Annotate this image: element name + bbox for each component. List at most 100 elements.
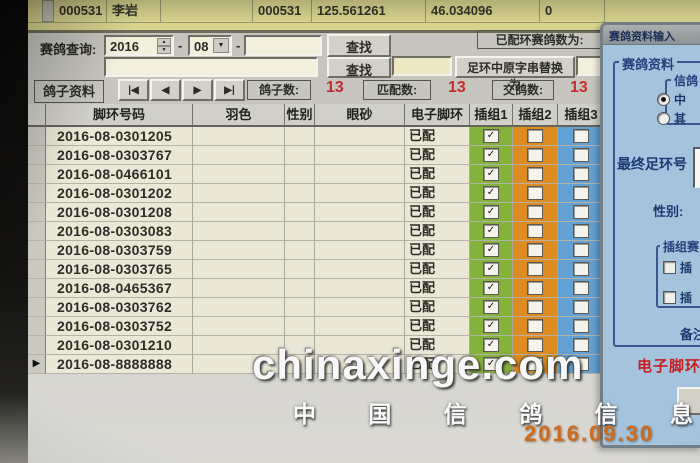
nav-last-button[interactable]: ▶|: [214, 79, 245, 101]
checkbox-empty-icon[interactable]: [573, 186, 589, 200]
group-checkbox-cell[interactable]: ✓: [470, 260, 513, 279]
checkbox-checked-icon[interactable]: ✓: [483, 319, 499, 333]
group-checkbox-cell[interactable]: [513, 184, 558, 203]
nav-first-button[interactable]: |◀: [118, 79, 149, 101]
checkbox-checked-icon[interactable]: ✓: [483, 243, 499, 257]
month-dropdown[interactable]: 08 ▼: [188, 35, 232, 56]
group-checkbox-cell[interactable]: [513, 222, 558, 241]
checkbox-checked-icon[interactable]: ✓: [483, 148, 499, 162]
checkbox-empty-icon[interactable]: [573, 281, 589, 295]
group-checkbox-cell[interactable]: [513, 203, 558, 222]
checkbox-empty-icon[interactable]: [527, 205, 543, 219]
checkbox-checked-icon[interactable]: ✓: [483, 357, 499, 371]
group-checkbox-cell[interactable]: [558, 222, 605, 241]
checkbox-empty-icon[interactable]: [573, 148, 589, 162]
nav-next-button[interactable]: ▶: [182, 79, 213, 101]
checkbox-empty-icon[interactable]: [527, 338, 543, 352]
group-checkbox-cell[interactable]: [513, 317, 558, 336]
find-button-2[interactable]: 查找: [327, 57, 391, 78]
checkbox-checked-icon[interactable]: ✓: [483, 205, 499, 219]
table-row[interactable]: 2016-08-0303752 已配 ✓: [28, 317, 605, 336]
group-checkbox-cell[interactable]: [558, 279, 605, 298]
group-checkbox-cell[interactable]: ✓: [470, 165, 513, 184]
group-checkbox-cell[interactable]: [558, 184, 605, 203]
group-checkbox-cell[interactable]: ✓: [470, 241, 513, 260]
checkbox-empty-icon[interactable]: [527, 281, 543, 295]
group-checkbox-cell[interactable]: [513, 279, 558, 298]
insert-checkbox-1[interactable]: 插: [663, 259, 692, 276]
table-row[interactable]: 2016-08-0301202 已配 ✓: [28, 184, 605, 203]
checkbox-checked-icon[interactable]: ✓: [483, 300, 499, 314]
replace-from-input[interactable]: [392, 56, 452, 76]
checkbox-checked-icon[interactable]: ✓: [483, 338, 499, 352]
group-checkbox-cell[interactable]: ✓: [470, 317, 513, 336]
table-row[interactable]: 2016-08-0303765 已配 ✓: [28, 260, 605, 279]
checkbox-empty-icon[interactable]: [573, 167, 589, 181]
group-checkbox-cell[interactable]: ✓: [470, 279, 513, 298]
checkbox-checked-icon[interactable]: ✓: [483, 129, 499, 143]
group-checkbox-cell[interactable]: [558, 355, 605, 374]
table-row[interactable]: 2016-08-0303767 已配 ✓: [28, 146, 605, 165]
group-checkbox-cell[interactable]: [558, 260, 605, 279]
table-row[interactable]: ▶ 2016-08-8888888 已配 ✓: [28, 355, 605, 374]
group-checkbox-cell[interactable]: ✓: [470, 184, 513, 203]
group-checkbox-cell[interactable]: ✓: [470, 355, 513, 374]
group-checkbox-cell[interactable]: [513, 355, 558, 374]
nav-prev-button[interactable]: ◀: [150, 79, 181, 101]
table-row[interactable]: 2016-08-0465367 已配 ✓: [28, 279, 605, 298]
checkbox-empty-icon[interactable]: [573, 262, 589, 276]
group-checkbox-cell[interactable]: [513, 336, 558, 355]
checkbox-empty-icon[interactable]: [527, 262, 543, 276]
checkbox-empty-icon[interactable]: [573, 243, 589, 257]
table-row[interactable]: 2016-08-0303759 已配 ✓: [28, 241, 605, 260]
checkbox-empty-icon[interactable]: [573, 205, 589, 219]
group-checkbox-cell[interactable]: [513, 298, 558, 317]
ring-suffix-input[interactable]: [244, 35, 322, 56]
group-checkbox-cell[interactable]: [513, 260, 558, 279]
group-checkbox-cell[interactable]: [558, 298, 605, 317]
dialog-titlebar[interactable]: 赛鸽资料输入: [603, 25, 700, 45]
checkbox-empty-icon[interactable]: [527, 300, 543, 314]
checkbox-empty-icon[interactable]: [527, 186, 543, 200]
group-checkbox-cell[interactable]: [558, 241, 605, 260]
checkbox-empty-icon[interactable]: [527, 357, 543, 371]
table-row[interactable]: 2016-08-0301210 已配 ✓: [28, 336, 605, 355]
radio-domestic[interactable]: 中: [657, 91, 686, 108]
checkbox-empty-icon[interactable]: [573, 129, 589, 143]
final-ring-input[interactable]: [693, 147, 700, 188]
group-checkbox-cell[interactable]: ✓: [470, 146, 513, 165]
replace-button[interactable]: 足环中原字串替换为: [455, 56, 575, 92]
table-row[interactable]: 2016-08-0303762 已配 ✓: [28, 298, 605, 317]
checkbox-empty-icon[interactable]: [527, 167, 543, 181]
table-row[interactable]: 2016-08-0301205 已配 ✓: [28, 127, 605, 146]
checkbox-empty-icon[interactable]: [573, 300, 589, 314]
checkbox-empty-icon[interactable]: [573, 319, 589, 333]
checkbox-empty-icon[interactable]: [527, 224, 543, 238]
checkbox-empty-icon[interactable]: [573, 338, 589, 352]
year-spinner[interactable]: 2016 ▲ ▼: [104, 35, 174, 56]
checkbox-empty-icon[interactable]: [527, 148, 543, 162]
spinner-up-icon[interactable]: ▲: [157, 38, 171, 46]
group-checkbox-cell[interactable]: [513, 146, 558, 165]
checkbox-empty-icon[interactable]: [527, 319, 543, 333]
insert-checkbox-2[interactable]: 插: [663, 289, 692, 306]
group-checkbox-cell[interactable]: [513, 127, 558, 146]
dropdown-icon[interactable]: ▼: [213, 38, 229, 53]
radio-other[interactable]: 其: [657, 110, 686, 127]
checkbox-checked-icon[interactable]: ✓: [483, 167, 499, 181]
group-checkbox-cell[interactable]: [513, 241, 558, 260]
group-checkbox-cell[interactable]: ✓: [470, 203, 513, 222]
checkbox-checked-icon[interactable]: ✓: [483, 262, 499, 276]
group-checkbox-cell[interactable]: [513, 165, 558, 184]
group-checkbox-cell[interactable]: ✓: [470, 336, 513, 355]
checkbox-empty-icon[interactable]: [573, 224, 589, 238]
group-checkbox-cell[interactable]: [558, 203, 605, 222]
checkbox-empty-icon[interactable]: [527, 243, 543, 257]
group-checkbox-cell[interactable]: ✓: [470, 222, 513, 241]
group-checkbox-cell[interactable]: [558, 336, 605, 355]
checkbox-checked-icon[interactable]: ✓: [483, 281, 499, 295]
group-checkbox-cell[interactable]: [558, 127, 605, 146]
group-checkbox-cell[interactable]: [558, 146, 605, 165]
table-row[interactable]: 2016-08-0301208 已配 ✓: [28, 203, 605, 222]
checkbox-checked-icon[interactable]: ✓: [483, 224, 499, 238]
